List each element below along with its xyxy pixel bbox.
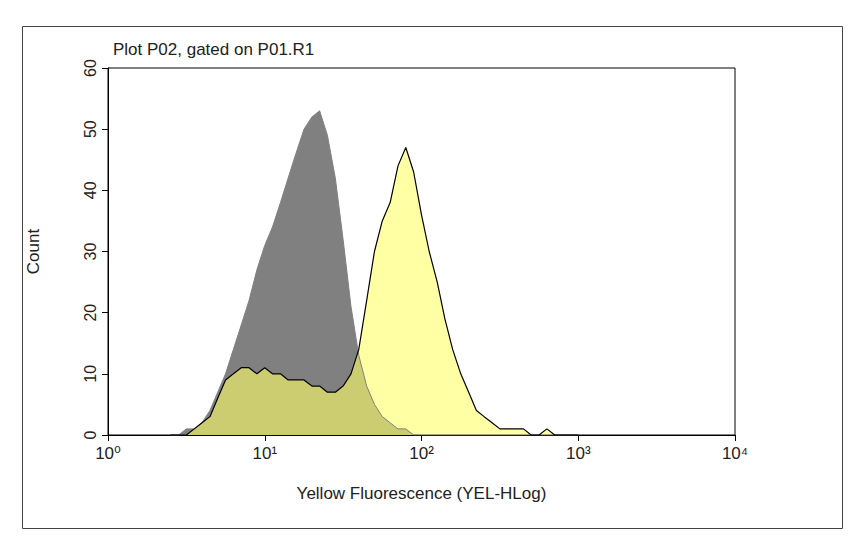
svg-text:10⁰: 10⁰ [95, 444, 121, 463]
svg-text:20: 20 [82, 304, 99, 322]
svg-text:Yellow Fluorescence (YEL-HLog): Yellow Fluorescence (YEL-HLog) [297, 484, 547, 503]
svg-text:10: 10 [82, 365, 99, 383]
svg-text:60: 60 [82, 59, 99, 77]
svg-text:40: 40 [82, 181, 99, 199]
svg-text:10²: 10² [409, 444, 434, 463]
svg-text:30: 30 [82, 243, 99, 261]
svg-text:10³: 10³ [566, 444, 591, 463]
svg-text:50: 50 [82, 120, 99, 138]
svg-text:0: 0 [82, 430, 99, 439]
svg-text:10⁴: 10⁴ [722, 444, 748, 463]
svg-text:10¹: 10¹ [252, 444, 277, 463]
svg-text:Plot P02, gated on P01.R1: Plot P02, gated on P01.R1 [113, 40, 314, 59]
svg-text:Count: Count [24, 229, 43, 275]
